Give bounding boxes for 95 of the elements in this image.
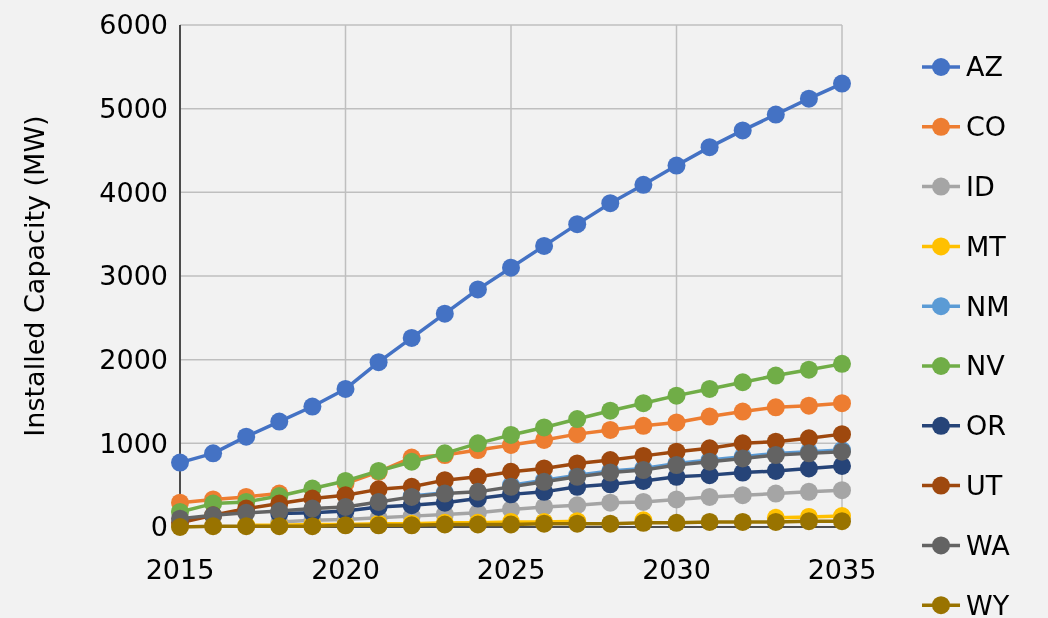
point [766, 513, 785, 531]
point [833, 425, 851, 444]
y-tick-label: 5000 [99, 93, 168, 125]
legend-label: MT [966, 230, 1007, 262]
y-tick-label: 2000 [99, 344, 168, 376]
point [502, 425, 520, 444]
point [568, 410, 587, 429]
point [766, 366, 785, 385]
point [766, 105, 785, 124]
point [568, 215, 587, 234]
point [667, 386, 686, 405]
point [468, 280, 487, 299]
legend-label: UT [966, 470, 1003, 502]
point [204, 444, 223, 463]
point [601, 420, 620, 439]
legend-label: AZ [966, 51, 1003, 83]
point [833, 512, 851, 531]
point [303, 397, 322, 416]
point [667, 413, 686, 432]
point [634, 492, 653, 511]
point [733, 434, 752, 453]
point [733, 402, 752, 421]
point [799, 360, 818, 379]
point [634, 416, 653, 435]
point [766, 461, 785, 480]
legend-label: NM [966, 290, 1010, 322]
y-tick-label: 3000 [99, 260, 168, 292]
point [270, 412, 289, 431]
point [799, 429, 818, 448]
point [601, 493, 620, 512]
legend-label: NV [966, 350, 1006, 382]
point [799, 89, 818, 108]
legend-label: CO [966, 111, 1007, 143]
point [833, 74, 851, 93]
point [766, 398, 785, 417]
y-tick-label: 6000 [99, 9, 168, 41]
point [435, 304, 454, 323]
point [799, 459, 818, 478]
point [733, 373, 752, 392]
point [502, 462, 520, 481]
legend-label: ID [966, 171, 995, 203]
point [535, 418, 554, 437]
point [833, 481, 851, 500]
point [799, 482, 818, 501]
point [733, 121, 752, 140]
point [833, 354, 851, 373]
point [700, 513, 719, 531]
point [733, 513, 752, 531]
x-tick-label: 2035 [807, 554, 877, 585]
point [700, 138, 719, 157]
point [700, 487, 719, 506]
y-tick-label: 4000 [99, 176, 168, 208]
y-axis-title: Installed Capacity (MW) [19, 115, 50, 437]
x-tick-label: 2030 [642, 554, 711, 585]
point [336, 379, 355, 398]
y-tick-label: 0 [150, 511, 168, 543]
point [667, 156, 686, 175]
point [402, 328, 421, 347]
legend-label: OR [966, 410, 1007, 442]
x-tick-label: 2020 [311, 554, 380, 585]
point [568, 425, 587, 444]
legend-label: WY [966, 589, 1010, 618]
point [468, 482, 487, 501]
point [833, 394, 851, 413]
point [402, 452, 421, 471]
point [171, 453, 189, 472]
point [667, 513, 686, 532]
point [700, 379, 719, 398]
point [369, 492, 388, 511]
point [601, 401, 620, 420]
point [568, 496, 587, 515]
legend-label: WA [966, 529, 1011, 561]
y-tick-label: 1000 [99, 427, 168, 459]
point [468, 467, 487, 486]
point [601, 194, 620, 213]
point [799, 396, 818, 415]
point [535, 236, 554, 255]
point [667, 490, 686, 509]
x-tick-label: 2025 [476, 554, 546, 585]
x-tick-label: 2015 [145, 554, 215, 585]
point [303, 499, 322, 518]
point [634, 394, 653, 413]
point [766, 484, 785, 503]
point [171, 518, 189, 536]
point [468, 434, 487, 453]
point [799, 512, 818, 531]
point [700, 407, 719, 426]
point [601, 514, 620, 533]
point [502, 258, 520, 277]
point [733, 486, 752, 505]
point [204, 517, 223, 536]
point [369, 353, 388, 372]
point [336, 497, 355, 516]
point [237, 427, 256, 446]
point [634, 175, 653, 194]
